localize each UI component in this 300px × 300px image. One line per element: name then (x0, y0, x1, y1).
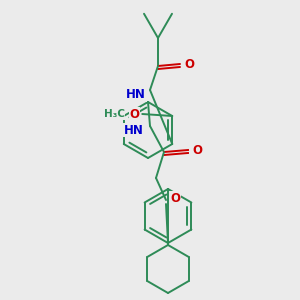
Text: HN: HN (126, 88, 146, 101)
Text: O: O (129, 107, 139, 121)
Text: H₃C: H₃C (104, 109, 125, 119)
Text: HN: HN (124, 124, 144, 136)
Text: O: O (184, 58, 194, 70)
Text: O: O (192, 143, 202, 157)
Text: O: O (170, 191, 180, 205)
